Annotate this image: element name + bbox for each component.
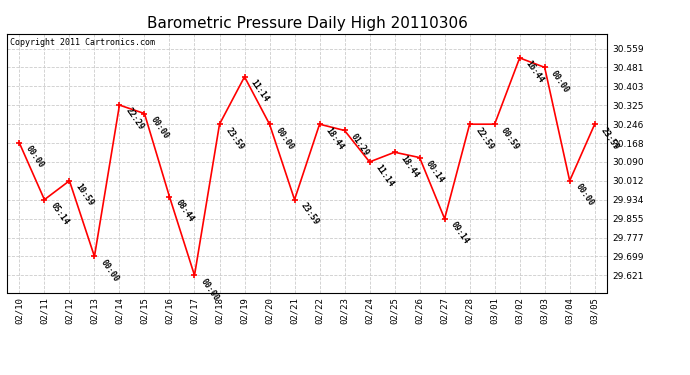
Text: 00:00: 00:00 bbox=[549, 69, 571, 94]
Text: 18:44: 18:44 bbox=[324, 126, 346, 151]
Text: 00:00: 00:00 bbox=[199, 277, 220, 302]
Text: 11:14: 11:14 bbox=[374, 163, 395, 189]
Text: 22:29: 22:29 bbox=[124, 106, 146, 132]
Text: 18:44: 18:44 bbox=[399, 154, 420, 179]
Text: 00:00: 00:00 bbox=[23, 144, 46, 170]
Text: 01:29: 01:29 bbox=[348, 132, 371, 158]
Text: 16:44: 16:44 bbox=[524, 59, 546, 85]
Text: 23:59: 23:59 bbox=[599, 126, 620, 151]
Text: 00:00: 00:00 bbox=[148, 115, 170, 141]
Title: Barometric Pressure Daily High 20110306: Barometric Pressure Daily High 20110306 bbox=[146, 16, 468, 31]
Text: 10:59: 10:59 bbox=[74, 182, 95, 208]
Text: 08:44: 08:44 bbox=[174, 198, 195, 224]
Text: 09:14: 09:14 bbox=[448, 220, 471, 246]
Text: 23:59: 23:59 bbox=[299, 201, 320, 226]
Text: 22:59: 22:59 bbox=[474, 126, 495, 151]
Text: 00:59: 00:59 bbox=[499, 126, 520, 151]
Text: 00:00: 00:00 bbox=[274, 126, 295, 151]
Text: 05:14: 05:14 bbox=[48, 201, 70, 226]
Text: 11:14: 11:14 bbox=[248, 78, 270, 104]
Text: 23:59: 23:59 bbox=[224, 126, 246, 151]
Text: 00:00: 00:00 bbox=[99, 258, 120, 284]
Text: 00:14: 00:14 bbox=[424, 159, 446, 184]
Text: 00:00: 00:00 bbox=[574, 182, 595, 208]
Text: Copyright 2011 Cartronics.com: Copyright 2011 Cartronics.com bbox=[10, 38, 155, 46]
